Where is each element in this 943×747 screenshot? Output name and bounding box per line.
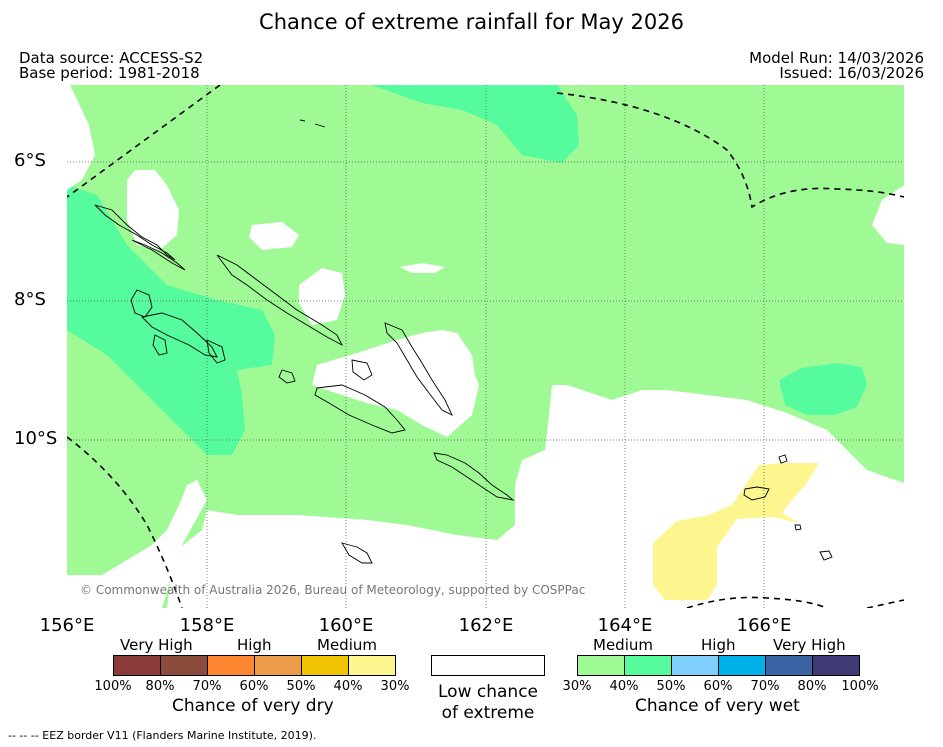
wet-pct-30: 30% [562,679,592,694]
dry-pct-40: 40% [333,679,363,694]
issued-date: Issued: 16/03/2026 [779,64,924,82]
wet-swatch-4 [718,655,766,676]
dry-pct-60: 60% [239,679,269,694]
wet-zone-north [372,85,579,163]
wet-pct-40: 40% [609,679,639,694]
wet-zone-east [779,363,867,415]
wet-swatch-5 [765,655,813,676]
copyright-notice: © Commonwealth of Australia 2026, Bureau… [80,583,586,597]
wet-pct-60: 60% [703,679,733,694]
island-isabel-west [131,239,186,271]
island-isabel [216,254,344,347]
island-santa-cruz [743,486,770,501]
wet-swatch-3 [671,655,719,676]
low-legend-caption-2: of extreme [441,703,535,723]
island-rennell [341,542,373,564]
low-zone-southeast [167,385,904,608]
wet-medium-high-areas [67,85,867,455]
dry-swatch-1 [113,655,161,676]
island-vella-lavella [130,289,153,318]
wet-pct-100: 100% [841,679,879,694]
chart-title: Chance of extreme rainfall for May 2026 [259,10,684,34]
dry-swatch-2 [160,655,208,676]
dry-swatch-3 [207,655,255,676]
low-zone-islet [127,170,179,250]
lon-label-160e: 160°E [318,615,374,636]
island-vangunu [206,339,226,364]
island-florida [351,359,373,381]
dry-legend-caption: Chance of very dry [172,696,334,716]
dry-swatch-4 [254,655,302,676]
wet-pct-50: 50% [656,679,686,694]
eez-borders [67,85,904,608]
dry-category-medium: Medium [317,636,377,654]
data-source: Data source: ACCESS-S2 [19,49,204,67]
island-russell [278,369,296,384]
islets-north [299,119,326,128]
dry-pct-80: 80% [145,679,175,694]
low-zone-ne [872,185,904,245]
island-malaita [384,322,453,416]
wet-category-very-high: Very High [773,636,846,654]
dry-pct-70: 70% [192,679,222,694]
dry-pct-30: 30% [380,679,410,694]
island-rendova [152,334,168,356]
wet-category-high: High [701,636,736,654]
island-makira [433,452,515,501]
island-utupua [794,524,802,531]
low-zone-small-1 [249,222,299,250]
island-choiseul [94,204,176,261]
lat-label-6s: 6°S [14,150,46,171]
lon-label-156e: 156°E [39,615,95,636]
dry-pct-50: 50% [286,679,316,694]
model-run: Model Run: 14/03/2026 [749,49,924,67]
island-duff [778,454,788,464]
low-legend-caption-1: Low chance [438,682,538,702]
low-zone-central [312,330,479,437]
rainfall-map [67,85,904,608]
dry-swatch-5 [301,655,349,676]
low-zone-small-2 [400,263,445,273]
wet-zone-west [67,185,275,455]
lat-label-10s: 10°S [14,428,58,449]
wet-category-medium: Medium [593,636,653,654]
dry-swatch-6 [348,655,396,676]
island-new-georgia [141,312,218,358]
gridlines [67,85,904,608]
wet-swatch-1 [577,655,625,676]
lon-label-166e: 166°E [736,615,792,636]
low-zone-southwest [67,480,207,608]
wet-legend-caption: Chance of very wet [635,696,800,716]
island-vanikoro [819,550,833,561]
island-outlines [94,119,833,564]
wet-pct-80: 80% [797,679,827,694]
dry-pct-100: 100% [94,679,132,694]
island-guadalcanal [314,384,406,434]
low-zone-small-3 [299,268,345,325]
base-period: Base period: 1981-2018 [19,64,200,82]
lon-label-164e: 164°E [597,615,653,636]
wet-swatch-2 [624,655,672,676]
dry-category-high: High [237,636,272,654]
lon-label-162e: 162°E [458,615,514,636]
dry-category-very-high: Very High [120,636,193,654]
low-chance-areas [67,85,904,608]
wet-swatch-6 [812,655,860,676]
low-zone-nw [67,85,95,190]
lon-label-158e: 158°E [179,615,235,636]
wet-pct-70: 70% [750,679,780,694]
lat-label-8s: 8°S [14,289,46,310]
low-chance-swatch [431,655,545,676]
eez-footnote: -- -- -- EEZ border V11 (Flanders Marine… [8,729,317,742]
dry-medium-area [653,463,819,600]
